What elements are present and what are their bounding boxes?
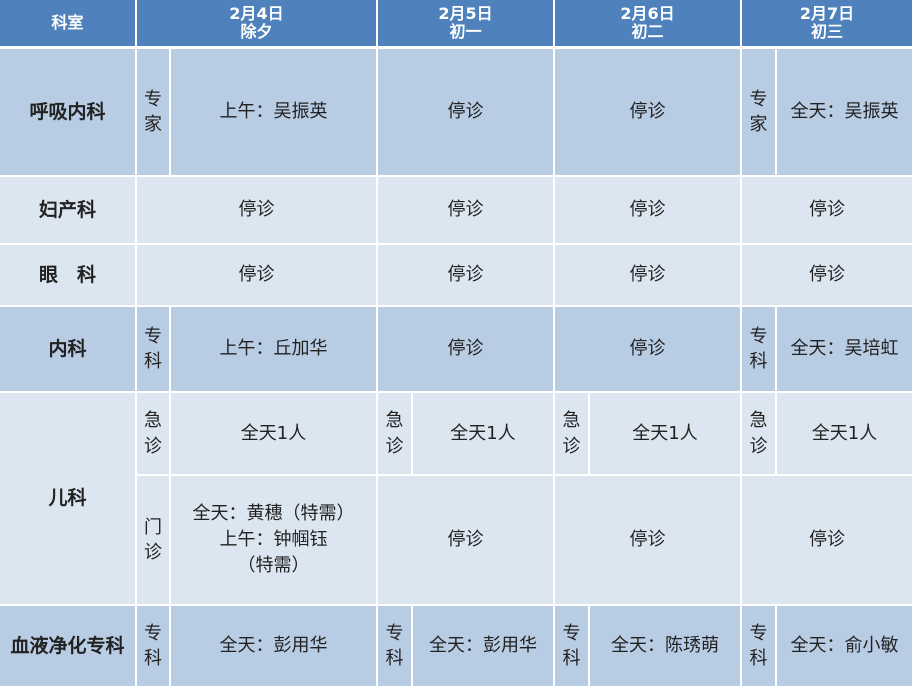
schedule-cell: 全天：俞小敏	[777, 606, 912, 686]
type-label: 急 诊	[378, 393, 411, 474]
type-label: 门 诊	[137, 476, 169, 604]
dept-obgyn: 妇产科	[0, 177, 135, 243]
type-label: 专 科	[137, 606, 169, 686]
schedule-cell: 全天1人	[590, 393, 740, 474]
dept-eye: 眼 科	[0, 245, 135, 305]
schedule-cell: 停诊	[555, 177, 740, 243]
header-date: 2月4日	[229, 3, 284, 23]
schedule-cell: 停诊	[742, 245, 912, 305]
dept-internal: 内科	[0, 307, 135, 391]
schedule-cell: 停诊	[378, 49, 553, 175]
header-date: 2月7日	[799, 3, 855, 23]
schedule-cell: 上午：吴振英	[171, 49, 376, 175]
schedule-cell: 全天：黄穗（特需） 上午：钟帼钰 （特需）	[171, 476, 376, 604]
header-day-4: 2月7日 初三	[742, 0, 912, 46]
dept-pediatrics: 儿科	[0, 393, 135, 604]
schedule-cell: 停诊	[378, 307, 553, 391]
schedule-cell: 停诊	[742, 177, 912, 243]
schedule-cell: 全天：吴振英	[777, 49, 912, 175]
header-label: 初一	[449, 22, 482, 41]
schedule-cell: 停诊	[555, 49, 740, 175]
schedule-cell: 停诊	[742, 476, 912, 604]
header-date: 2月5日	[438, 3, 493, 23]
schedule-cell: 停诊	[137, 177, 376, 243]
dept-blood-purification: 血液净化专科	[0, 606, 135, 686]
schedule-cell: 停诊	[378, 177, 553, 243]
header-day-2: 2月5日 初一	[378, 0, 553, 46]
schedule-cell: 上午：丘加华	[171, 307, 376, 391]
schedule-cell: 全天1人	[777, 393, 912, 474]
type-label: 专 家	[137, 49, 169, 175]
type-label: 急 诊	[555, 393, 588, 474]
schedule-cell: 停诊	[378, 476, 553, 604]
header-day-1: 2月4日 除夕	[137, 0, 376, 46]
schedule-cell: 全天1人	[171, 393, 376, 474]
type-label: 专 科	[742, 307, 775, 391]
type-label: 专 家	[742, 49, 775, 175]
header-department: 科室	[0, 0, 135, 46]
schedule-cell: 停诊	[555, 307, 740, 391]
type-label: 急 诊	[742, 393, 775, 474]
header-label: 除夕	[240, 22, 273, 41]
header-date: 2月6日	[620, 3, 675, 23]
schedule-cell: 全天：彭用华	[171, 606, 376, 686]
schedule-cell: 全天：彭用华	[413, 606, 553, 686]
type-label: 专 科	[378, 606, 411, 686]
schedule-cell: 全天：陈琇萌	[590, 606, 740, 686]
type-label: 专 科	[555, 606, 588, 686]
schedule-cell: 停诊	[555, 476, 740, 604]
schedule-cell: 全天1人	[413, 393, 553, 474]
schedule-cell: 停诊	[555, 245, 740, 305]
type-label: 专 科	[742, 606, 775, 686]
header-day-3: 2月6日 初二	[555, 0, 740, 46]
schedule-cell: 停诊	[137, 245, 376, 305]
type-label: 专 科	[137, 307, 169, 391]
header-label: 初二	[631, 22, 664, 41]
schedule-cell: 停诊	[378, 245, 553, 305]
schedule-cell: 全天：吴培虹	[777, 307, 912, 391]
header-label: 初三	[810, 22, 843, 41]
type-label: 急 诊	[137, 393, 169, 474]
dept-respiratory: 呼吸内科	[0, 49, 135, 175]
